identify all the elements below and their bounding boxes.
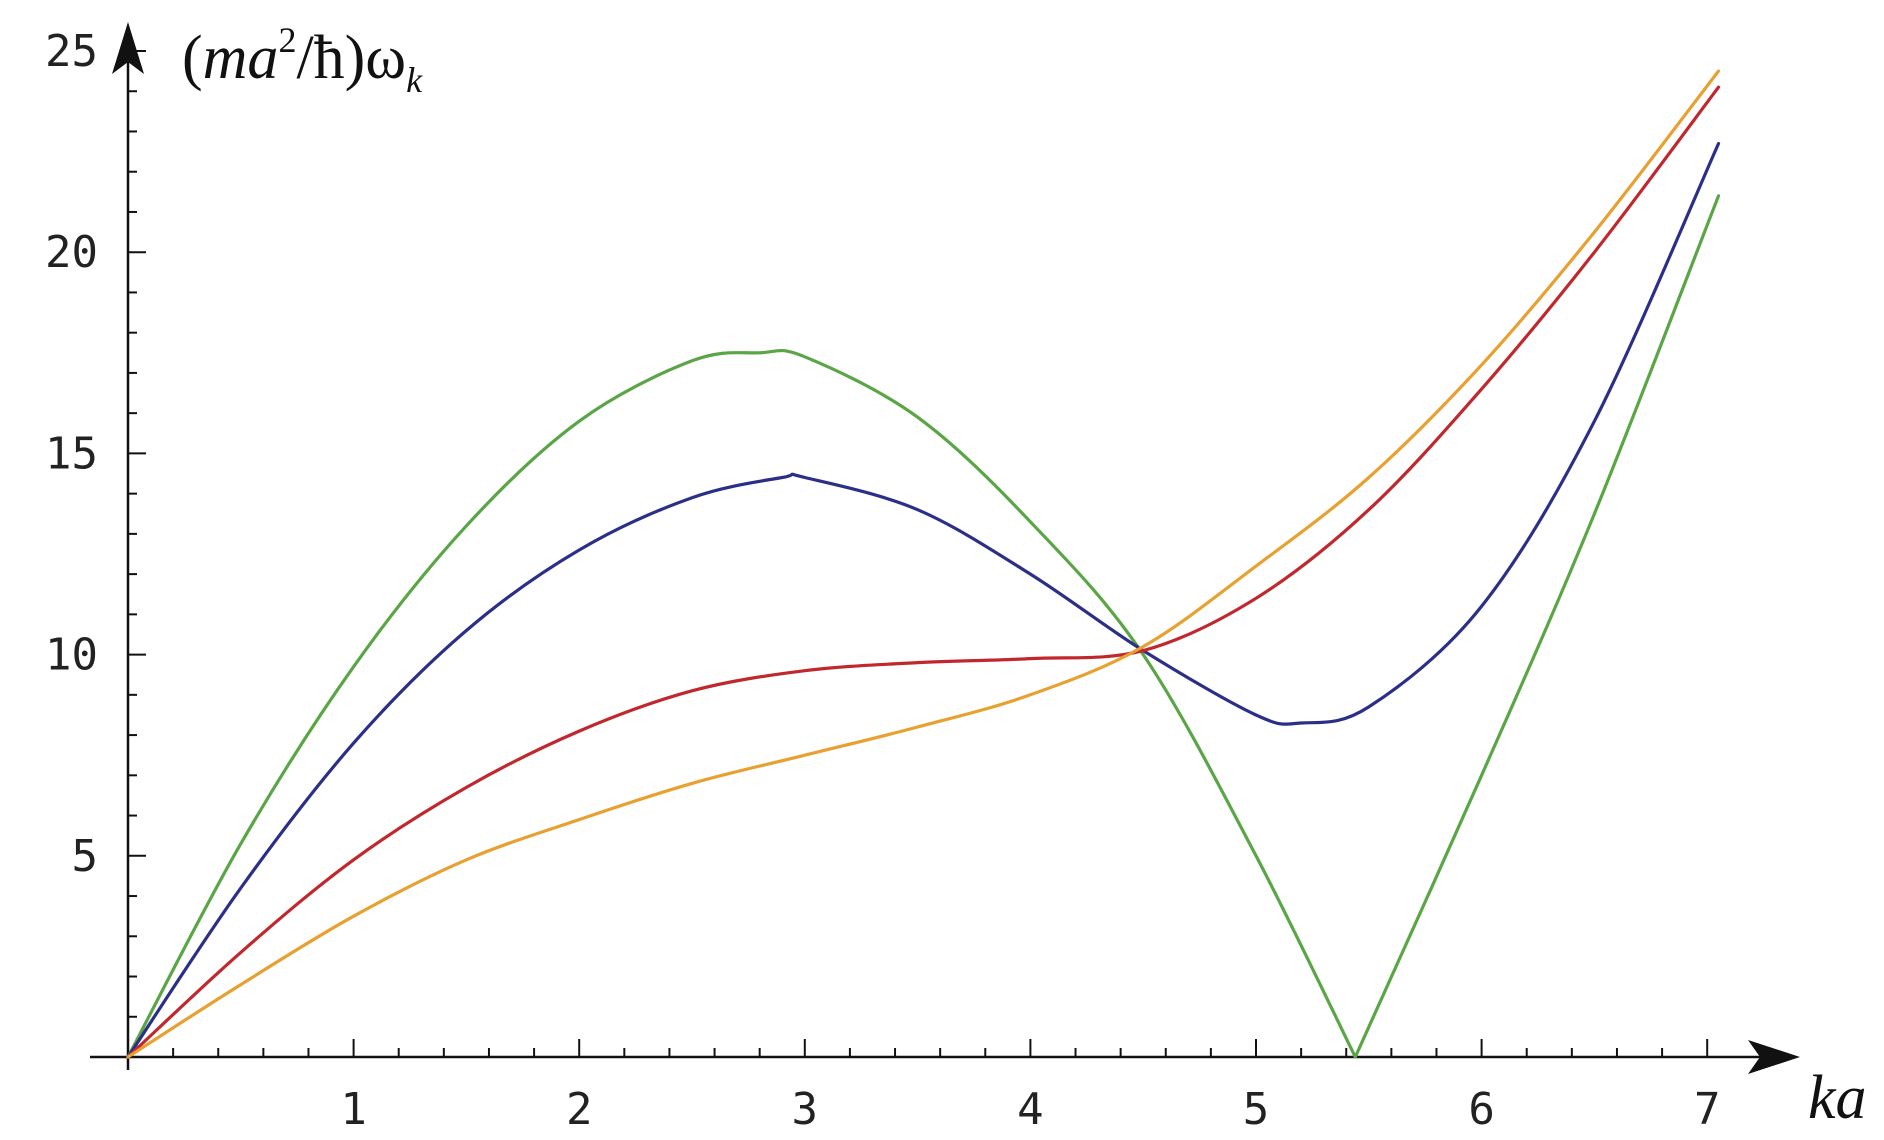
y-axis-label-slash: /ħ)ω	[296, 24, 406, 92]
y-tick-label: 20	[45, 227, 98, 278]
x-tick-label: 7	[1694, 1084, 1721, 1135]
y-axis-label: (ma2/ħ)ωk	[182, 20, 423, 100]
x-axis-arrow	[1748, 1040, 1800, 1074]
y-tick-label: 5	[72, 831, 99, 882]
y-axis-label-prefix: (	[182, 24, 203, 92]
series-line-blue	[126, 142, 1721, 1059]
y-axis-label-sub: k	[406, 60, 423, 100]
y-tick-label: 10	[45, 630, 98, 681]
y-axis-label-m: ma	[203, 24, 279, 92]
axis-ticks	[128, 50, 1709, 1057]
series-line-orange	[126, 69, 1721, 1059]
series-lines	[126, 69, 1721, 1059]
x-tick-label: 5	[1243, 1084, 1270, 1135]
axes	[90, 22, 1800, 1074]
x-tick-label: 1	[340, 1084, 367, 1135]
y-tick-label: 15	[45, 428, 98, 479]
x-axis-label: ka	[1808, 1064, 1867, 1132]
y-axis-label-sup: 2	[278, 20, 296, 60]
y-axis-arrow	[112, 22, 144, 74]
x-tick-label: 4	[1017, 1084, 1044, 1135]
series-line-green	[126, 194, 1721, 1059]
y-tick-label: 25	[45, 26, 98, 77]
tick-labels: 1 2 3 4 5 6 7 5 10 15 20 25	[45, 26, 1720, 1135]
x-tick-label: 3	[792, 1084, 819, 1135]
x-tick-label: 2	[566, 1084, 593, 1135]
x-tick-label: 6	[1468, 1084, 1495, 1135]
series-line-red	[126, 85, 1721, 1059]
